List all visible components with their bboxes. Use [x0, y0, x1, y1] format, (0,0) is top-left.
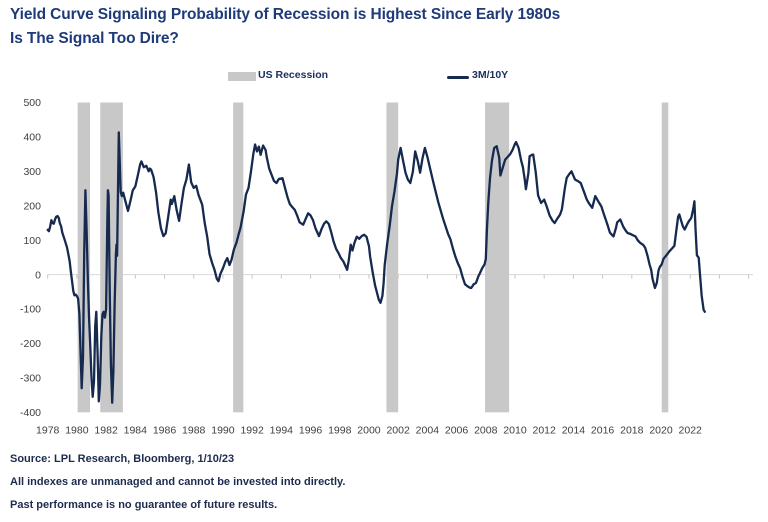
x-axis-label: 2002 [386, 425, 410, 437]
y-axis-label: -400 [20, 407, 41, 419]
y-axis-label: -300 [20, 373, 41, 385]
y-axis-label: 400 [23, 132, 41, 144]
x-axis-label: 1982 [94, 425, 118, 437]
chart-subtitle: Is The Signal Too Dire? [10, 30, 179, 47]
yield-spread-chart: 500 400 300 200 100 0 -100 -200 -300 -400 1978 1980… [20, 97, 753, 437]
x-axis-label: 2008 [474, 425, 498, 437]
footer-notes: Source: LPL Research, Bloomberg, 1/10/23… [10, 448, 750, 517]
spread-line [46, 131, 706, 404]
us-recession-swatch [228, 72, 256, 81]
disclaimer-performance: Past performance is no guarantee of futu… [10, 499, 278, 511]
source-note: Source: LPL Research, Bloomberg, 1/10/23 [10, 453, 235, 465]
x-axis-label: 2018 [620, 425, 644, 437]
us-recession-legend-label: US Recession [258, 69, 329, 81]
x-axis-label: 2012 [533, 425, 557, 437]
x-axis-label: 2014 [562, 425, 586, 437]
recession-band [233, 102, 244, 413]
recession-band [485, 102, 510, 413]
y-axis-label: 100 [23, 235, 41, 247]
x-axis-label: 1978 [36, 425, 60, 437]
disclaimer-indexes: All indexes are unmanaged and cannot be … [10, 476, 346, 488]
y-axis-label: 0 [35, 269, 41, 281]
x-axis-label: 2022 [679, 425, 703, 437]
x-axis-label: 2000 [357, 425, 381, 437]
x-axis-label: 2004 [416, 425, 440, 437]
x-axis-label: 1988 [182, 425, 206, 437]
x-axis-label: 1990 [211, 425, 235, 437]
x-axis-label: 1998 [328, 425, 352, 437]
spread-legend-label: 3M/10Y [472, 69, 509, 81]
x-axis-label: 2006 [445, 425, 469, 437]
y-axis-label: 500 [23, 97, 41, 109]
x-axis-label: 1996 [299, 425, 323, 437]
x-axis-label: 1994 [270, 425, 294, 437]
x-axis-label: 2016 [591, 425, 615, 437]
y-axis-label: -200 [20, 338, 41, 350]
x-axis-label: 1986 [153, 425, 177, 437]
chart-title: Yield Curve Signaling Probability of Rec… [10, 6, 561, 23]
y-axis-label: 200 [23, 200, 41, 212]
x-axis-label: 1984 [124, 425, 148, 437]
x-axis-label: 2010 [503, 425, 527, 437]
spread-line-swatch [447, 76, 469, 79]
y-axis-label: 300 [23, 166, 41, 178]
recession-band [386, 102, 399, 413]
y-axis-label: -100 [20, 304, 41, 316]
x-axis-label: 1980 [65, 425, 89, 437]
x-axis-label: 2020 [649, 425, 673, 437]
x-axis-label: 1992 [240, 425, 264, 437]
